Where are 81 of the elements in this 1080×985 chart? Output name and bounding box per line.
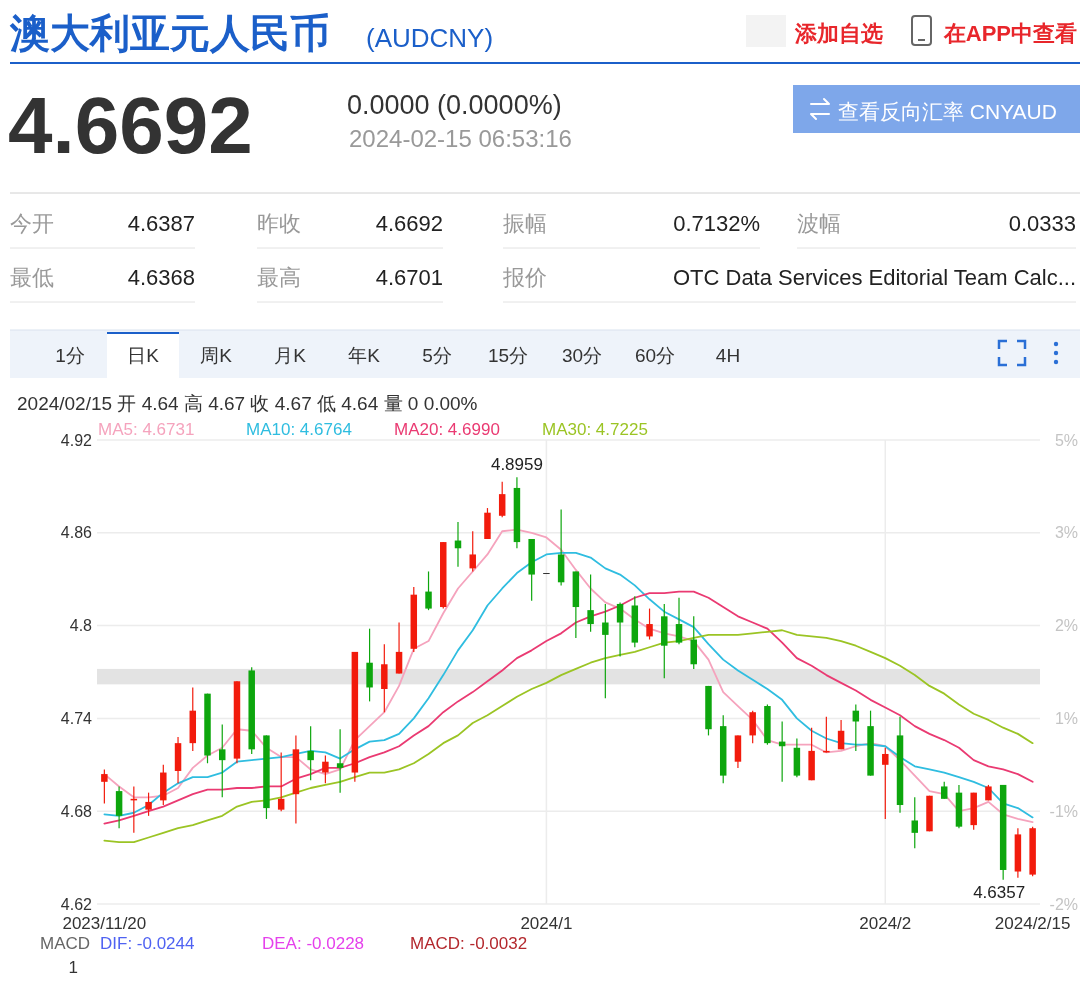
candlestick bbox=[101, 768, 108, 805]
candlestick bbox=[749, 710, 756, 744]
text: 15分 bbox=[487, 345, 529, 366]
candlestick bbox=[882, 747, 889, 820]
annotation: 4.8959 bbox=[490, 455, 543, 475]
text: 5分 bbox=[422, 345, 452, 366]
text: 4.6368 bbox=[127, 265, 195, 290]
text: 周K bbox=[200, 345, 233, 366]
text: 振幅 bbox=[503, 211, 547, 236]
text: 4.6387 bbox=[127, 211, 195, 236]
text: 波幅 bbox=[797, 211, 841, 236]
text: 添加自选 bbox=[794, 21, 883, 46]
text: DIF: -0.0244 bbox=[100, 934, 195, 953]
candlestick bbox=[219, 723, 226, 798]
text: (AUDCNY) bbox=[366, 23, 494, 53]
candlestick bbox=[145, 792, 152, 817]
text: MA10: 4.6764 bbox=[246, 420, 352, 439]
text: 最低 bbox=[10, 265, 54, 290]
text: 1分 bbox=[55, 345, 85, 366]
text: 查看反向汇率 CNYAUD bbox=[838, 100, 1057, 123]
candlestick bbox=[675, 597, 683, 645]
candlestick bbox=[336, 728, 344, 794]
text: 0.0000 (0.0000%) bbox=[347, 90, 562, 120]
text: 月K bbox=[274, 345, 307, 366]
category-label: 2% bbox=[1054, 617, 1078, 635]
text: DEA: -0.0228 bbox=[262, 934, 365, 953]
candlestick bbox=[307, 725, 314, 781]
text: 4.6701 bbox=[375, 265, 443, 290]
candlestick bbox=[277, 751, 285, 812]
text: 最高 bbox=[257, 265, 301, 290]
candlestick bbox=[646, 607, 653, 641]
category-label: 5% bbox=[1054, 431, 1078, 449]
text: MA30: 4.7225 bbox=[542, 420, 648, 439]
candlestick bbox=[395, 621, 403, 675]
candlestick bbox=[837, 719, 845, 750]
text: MA5: 4.6731 bbox=[98, 420, 195, 439]
category-label: -2% bbox=[1049, 895, 1078, 913]
text: 今开 bbox=[10, 211, 54, 236]
y-tick-label: 4.74 bbox=[60, 709, 93, 727]
text: 年K bbox=[348, 345, 381, 366]
y-tick-label: 4.8 bbox=[69, 617, 93, 635]
annotation: 4.6357 bbox=[973, 882, 1026, 902]
text: 2024-02-15 06:53:16 bbox=[349, 125, 572, 152]
text: 0.0333 bbox=[1008, 211, 1076, 236]
x-tick-label: 2024/2/15 bbox=[994, 914, 1071, 933]
candlestick bbox=[616, 601, 624, 658]
x-tick-label: 2024/2 bbox=[859, 914, 912, 933]
text: 4H bbox=[715, 345, 741, 366]
x-tick-label: 2023/11/20 bbox=[62, 914, 147, 933]
text: 60分 bbox=[634, 345, 676, 366]
y-tick-label: 4.62 bbox=[60, 895, 93, 913]
text: 报价 bbox=[502, 265, 547, 290]
y-tick-label: 4.68 bbox=[60, 802, 93, 820]
category-label: -1% bbox=[1049, 802, 1078, 820]
text: 昨收 bbox=[257, 211, 301, 236]
candlestick bbox=[498, 481, 506, 518]
line-series bbox=[103, 590, 1034, 825]
y-tick-label: 4.92 bbox=[60, 431, 93, 449]
text: 日K bbox=[127, 345, 160, 366]
text: 30分 bbox=[561, 345, 603, 366]
y-tick-label: 4.86 bbox=[60, 524, 93, 542]
text: MA20: 4.6990 bbox=[394, 420, 500, 439]
text: MACD: -0.0032 bbox=[410, 934, 528, 953]
candlestick bbox=[587, 573, 594, 633]
text: 1 bbox=[68, 958, 78, 977]
candlestick bbox=[425, 570, 432, 611]
text: 4.6692 bbox=[375, 211, 443, 236]
text: 在APP中查看 bbox=[942, 21, 1077, 46]
category-label: 1% bbox=[1054, 709, 1078, 727]
text: 澳大利亚元人民币 bbox=[9, 11, 330, 55]
candlestick bbox=[322, 754, 329, 784]
text: OTC Data Services Editorial Team Calc... bbox=[672, 265, 1076, 290]
chart-subtitle: 2024/02/15 开 4.64 高 4.67 收 4.67 低 4.64 量 0 0.00% bbox=[17, 393, 478, 414]
candlestick bbox=[911, 796, 918, 849]
text: 4.6692 bbox=[8, 81, 253, 170]
candlestick bbox=[602, 603, 609, 699]
text: MACD bbox=[40, 934, 91, 953]
category-label: 3% bbox=[1054, 524, 1078, 542]
text: 0.7132% bbox=[673, 211, 760, 236]
candlestick bbox=[469, 530, 476, 573]
x-tick-label: 2024/1 bbox=[520, 914, 573, 933]
